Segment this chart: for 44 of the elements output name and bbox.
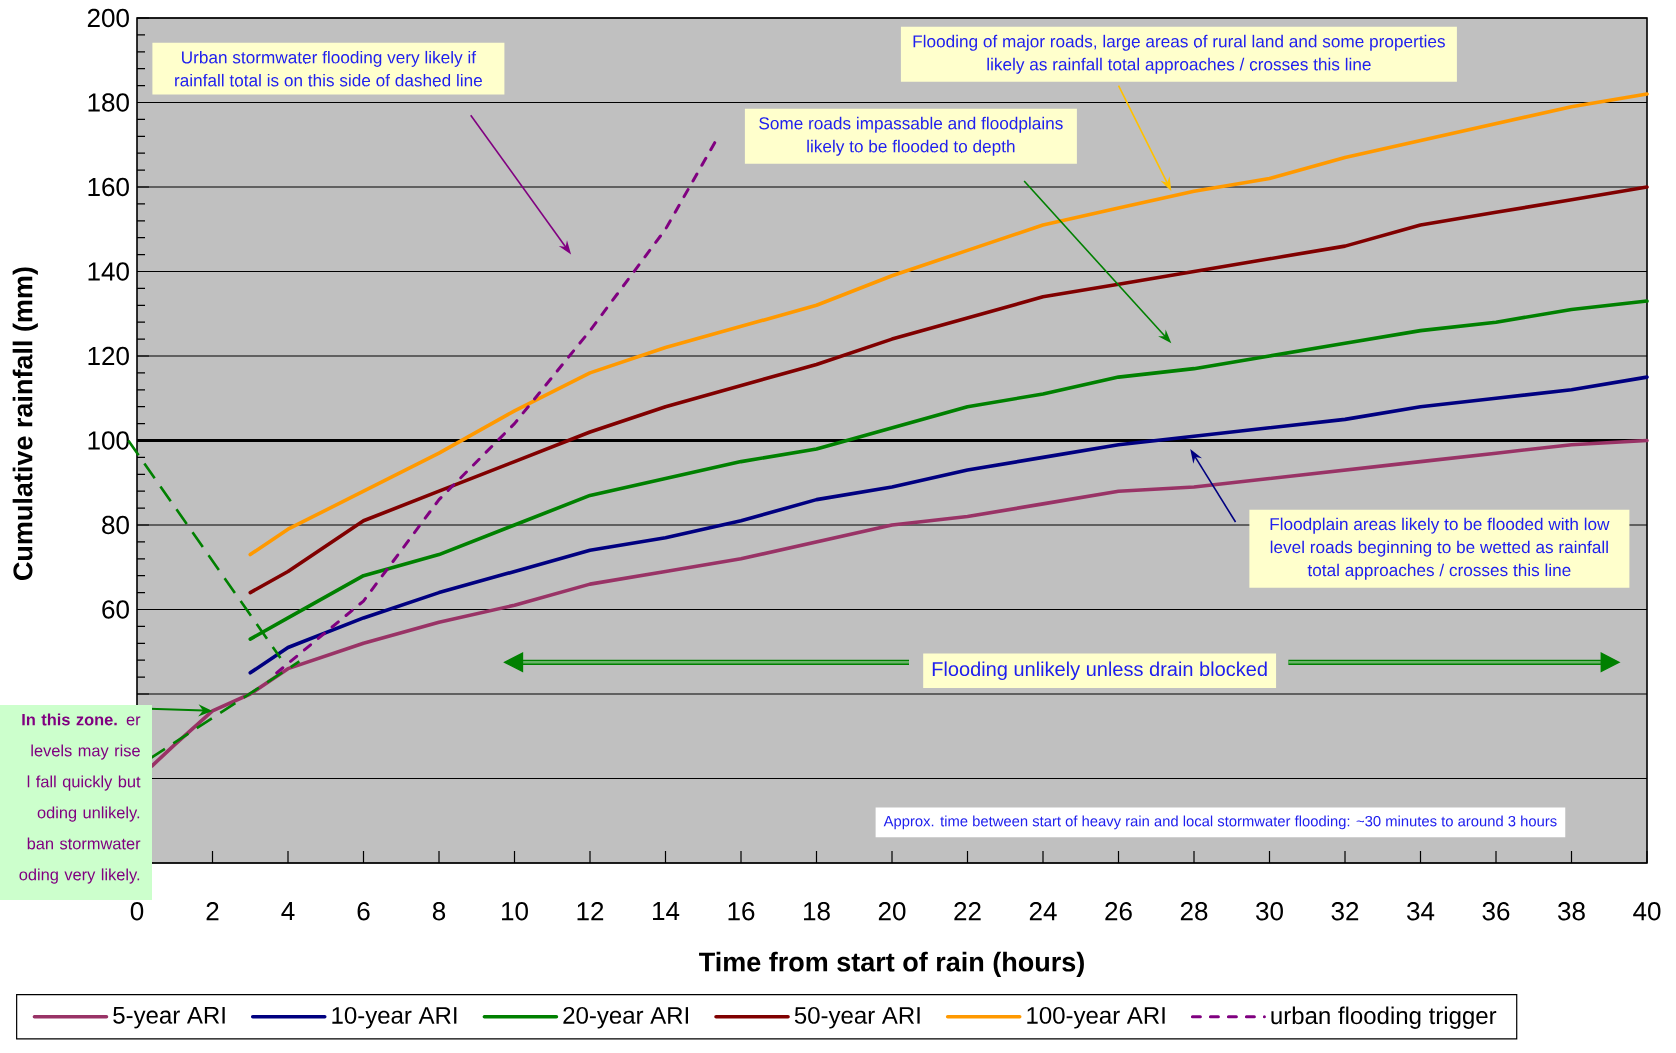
x-tick-label: 14 — [653, 902, 680, 920]
x-tick-label: 16 — [728, 902, 755, 921]
y-axis-title: Cumulative rainfall (mm) — [12, 267, 38, 581]
x-tick-label: 20 — [878, 902, 906, 921]
annotation: Urban stormwater flooding very likely if rainfall total is on this side of dashed line — [175, 50, 482, 87]
x-tick-label: 18 — [804, 902, 830, 921]
y-tick-label: 140 — [88, 262, 129, 281]
annotation: Approx. time between start of heavy rain and local stormwater flooding: ~30 minutes to around 3 hours — [883, 815, 1557, 830]
annotation: In this zone. er levels may rise l fall quickly but oding unlikely. ban stormwater oding very likely. — [19, 713, 141, 884]
x-tick-label: 12 — [577, 902, 604, 921]
x-tick-label: 6 — [357, 902, 370, 921]
x-tick-label: 36 — [1482, 902, 1510, 921]
legend-label: 100-year ARI — [1027, 1006, 1165, 1029]
x-tick-label: 34 — [1407, 902, 1435, 921]
y-tick-label: 100 — [88, 431, 129, 450]
legend-label: 20-year ARI — [563, 1006, 688, 1029]
x-tick-label: 26 — [1105, 902, 1132, 921]
y-tick-label: 160 — [88, 177, 129, 197]
y-tick-label: 60 — [102, 600, 129, 619]
x-tick-label: 0 — [130, 902, 144, 921]
x-tick-label: 28 — [1180, 902, 1208, 921]
y-tick-label: 180 — [88, 93, 129, 112]
annotation: Flooding unlikely unless drain blocked — [932, 661, 1267, 681]
y-tick-label: 200 — [87, 8, 129, 28]
y-tick-label: 80 — [102, 515, 129, 535]
x-tick-label: 4 — [281, 902, 295, 920]
annotation: Flooding of major roads, large areas of rural land and some properties likely as rainfall total approaches / crosses this line — [913, 34, 1445, 74]
legend-label: 5-year ARI — [113, 1007, 225, 1029]
x-tick-label: 8 — [432, 902, 446, 921]
legend-label: urban flooding trigger — [1271, 1006, 1497, 1029]
x-tick-label: 32 — [1331, 902, 1359, 921]
annotation: Some roads impassable and floodplains likely to be flooded to depth — [759, 116, 1063, 156]
x-tick-label: 38 — [1558, 902, 1585, 921]
x-tick-label: 22 — [954, 902, 981, 921]
legend-label: 10-year ARI — [332, 1006, 457, 1029]
x-tick-label: 10 — [502, 902, 528, 921]
x-tick-label: 24 — [1029, 902, 1057, 921]
x-tick-label: 40 — [1633, 902, 1661, 921]
x-tick-label: 2 — [206, 902, 219, 921]
x-axis-title: Time from start of rain (hours) — [699, 951, 1084, 977]
y-tick-label: 120 — [88, 346, 129, 366]
x-tick-label: 30 — [1256, 902, 1283, 921]
legend-label: 50-year ARI — [794, 1006, 920, 1029]
annotation: Floodplain areas likely to be flooded with low level roads beginning to be wetted as rainfall total approaches / crosses this line — [1270, 517, 1610, 580]
